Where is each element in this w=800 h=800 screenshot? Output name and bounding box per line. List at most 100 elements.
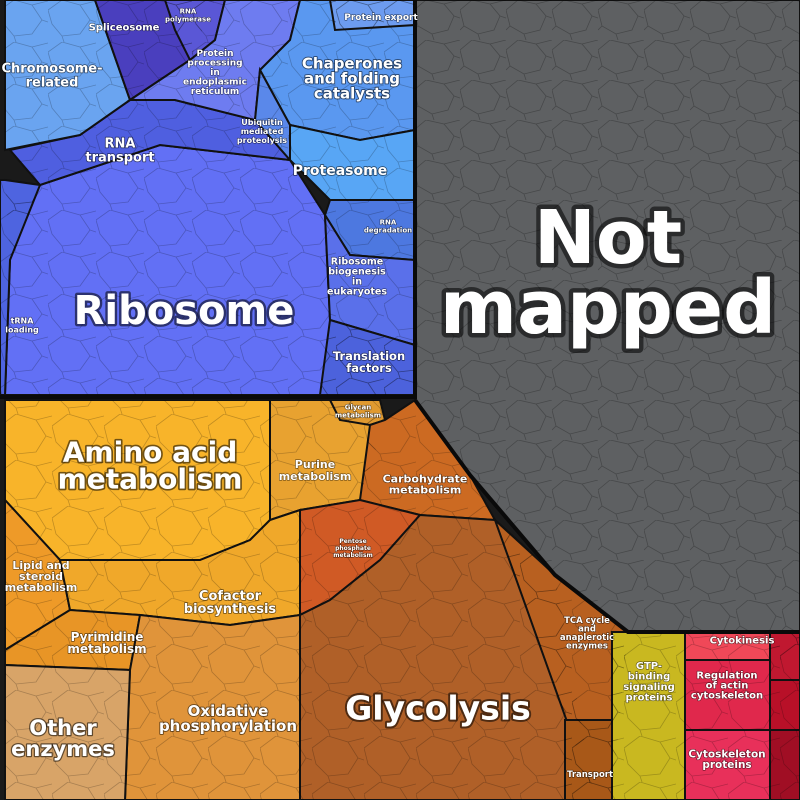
label-tca: TCA cycle and anaplerotic enzymes [560, 616, 614, 652]
label-line: degradation [364, 226, 412, 234]
label-cofactor: Cofactor biosynthesis [184, 589, 277, 617]
cell-endocytosis-texture [770, 680, 800, 730]
label-cytokinesis: Cytokinesis [710, 636, 775, 647]
label-line: endoplasmic [183, 78, 247, 88]
cell-trna-loading-texture [0, 180, 40, 395]
label-line: Translation [333, 349, 405, 363]
label-line: Protein export [344, 13, 418, 23]
label-line: signaling [623, 682, 675, 693]
label-line: transport [85, 151, 154, 166]
label-line: Chaperones [302, 54, 402, 72]
label-proteasome: Proteasome [293, 163, 387, 179]
label-line: Ribosome [74, 288, 295, 334]
label-chaperones: Chaperones and folding catalysts [302, 54, 402, 102]
label-line: GTP- [636, 661, 662, 672]
label-line: biosynthesis [184, 602, 277, 617]
label-line: Protein [196, 49, 233, 59]
cell-glycan-texture [330, 400, 385, 425]
label-protein-export: Protein export [344, 13, 418, 23]
label-ubiquitin: Ubiquitin mediated proteolysis [237, 118, 287, 145]
label-line: Regulation [696, 671, 757, 682]
label-line: mediated [241, 127, 284, 136]
label-line: phosphorylation [159, 717, 297, 735]
cell-gtp-texture [612, 632, 685, 800]
label-carbohydrate: Carbohydrate metabolism [383, 472, 468, 496]
label-chromosome: Chromosome-related [1, 62, 102, 91]
label-line: enzymes [566, 642, 608, 652]
label-line: Carbohydrate [383, 472, 468, 485]
label-line: cytoskeleton [691, 691, 763, 702]
label-line: Amino acid [63, 435, 238, 468]
label-translation-factors: Translation factors [333, 349, 405, 375]
label-line: Spliceosome [89, 23, 160, 34]
cell-cofactor-texture [60, 510, 300, 625]
label-line: metabolism [279, 470, 352, 483]
label-line: of actin [706, 681, 749, 692]
label-line: tRNA [11, 316, 35, 325]
label-line: Purine [295, 458, 335, 471]
cell-translation-factors-texture [320, 320, 415, 395]
label-line: in [210, 68, 220, 78]
label-ribosome-biogenesis: Ribosome biogenesis in eukaryotes [327, 256, 387, 297]
label-line: anaplerotic [560, 633, 614, 643]
label-line: Not [534, 195, 682, 281]
label-ribosome: Ribosome [74, 288, 295, 334]
label-amino-acid: Amino acid metabolism [58, 435, 243, 495]
label-line: proteolysis [237, 136, 287, 145]
label-actin: Regulation of actin cytoskeleton [691, 671, 763, 702]
label-spliceosome: Spliceosome [89, 23, 160, 34]
label-line: Ribosome [331, 256, 383, 267]
label-line: Cofactor [199, 589, 262, 604]
label-cytoskeleton: Cytoskeleton proteins [688, 748, 765, 771]
label-line: Other [29, 716, 97, 740]
cell-rna-degradation-texture [325, 200, 415, 260]
label-line: phosphate [335, 545, 371, 552]
cell-protein-export-texture [330, 0, 415, 30]
label-not-mapped: Not mapped [440, 195, 776, 351]
label-line: Chromosome- [1, 62, 102, 77]
label-glycan: Glycan metabolism [335, 403, 381, 419]
cell-actin-texture [685, 660, 770, 730]
label-line: polymerase [165, 15, 211, 23]
label-line: RNA [380, 218, 397, 226]
label-line: eukaryotes [327, 286, 387, 297]
cell-amino-acid-texture [5, 400, 270, 560]
label-line: related [26, 76, 79, 91]
label-transport: Transport [567, 770, 613, 780]
label-pyrimidine: Pyrimidine metabolism [67, 630, 146, 656]
cell-protein-processing-texture [130, 0, 300, 120]
cell-ubiquitin-texture [255, 70, 290, 160]
label-pentose: Pentose phosphate metabolism [333, 538, 373, 559]
label-lipid: Lipid and steroid metabolism [5, 559, 78, 594]
label-line: mapped [440, 265, 776, 351]
cell-transport-texture [565, 720, 612, 800]
label-line: reticulum [191, 87, 240, 97]
label-line: binding [628, 671, 671, 682]
label-line: metabolism [389, 483, 462, 496]
label-line: Cytokinesis [710, 636, 775, 647]
cell-ribosome-texture [5, 145, 415, 395]
cell-oxphos-texture [125, 615, 300, 800]
label-line: metabolism [58, 462, 243, 495]
label-line: in [352, 276, 362, 287]
label-line: Transport [567, 770, 613, 780]
label-line: Oxidative [188, 702, 269, 720]
label-glycolysis: Glycolysis [345, 689, 531, 728]
label-line: enzymes [11, 737, 115, 761]
cell-chromosome-texture [5, 0, 130, 150]
label-rna-transport: RNA transport [85, 137, 154, 166]
cell-chaperones-texture [260, 0, 415, 140]
label-line: Lipid and [12, 559, 69, 572]
label-line: RNA [180, 7, 197, 15]
label-other-enzymes: Other enzymes [11, 716, 115, 761]
label-line: Cytoskeleton [688, 748, 765, 760]
label-line: catalysts [314, 84, 390, 102]
label-line: Glycan [345, 403, 372, 411]
cell-pentose-texture [300, 500, 420, 615]
cell-carbohydrate-texture [360, 400, 495, 520]
label-line: factors [346, 361, 392, 375]
label-rna-degradation: RNA degradation [364, 218, 412, 234]
cell-rna-polymerase-texture [165, 0, 225, 60]
label-line: Pyrimidine [71, 630, 144, 644]
